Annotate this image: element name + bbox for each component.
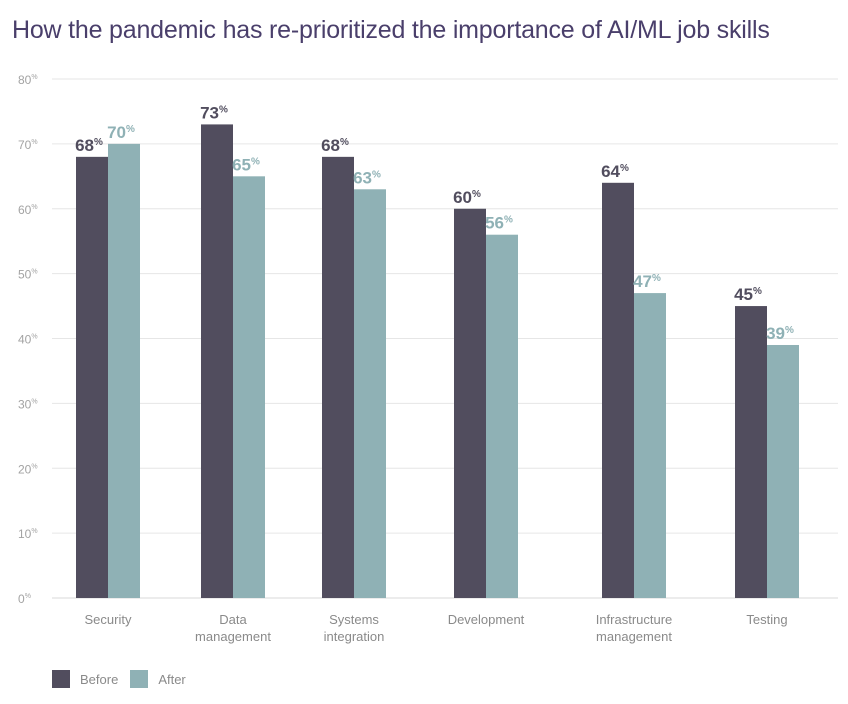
legend-label-after: After: [158, 671, 186, 687]
value-label-unit: %: [504, 215, 513, 226]
category-label: Testing: [746, 612, 787, 627]
bar-after: [634, 293, 666, 598]
bar-before: [602, 182, 634, 599]
y-tick-unit: %: [31, 463, 37, 470]
chart-title: How the pandemic has re-prioritized the …: [12, 16, 770, 44]
value-label-after: 65%: [232, 155, 260, 174]
category-label: integration: [324, 629, 385, 644]
bar-after: [486, 234, 518, 598]
y-tick-label: 20%: [18, 462, 38, 476]
y-tick-label: 50%: [18, 268, 38, 282]
value-label-after: 47%: [633, 272, 661, 291]
y-tick-unit: %: [31, 269, 37, 276]
y-tick-unit: %: [31, 398, 37, 405]
category-label: Development: [448, 612, 525, 627]
value-label-after: 56%: [485, 214, 513, 233]
value-label-unit: %: [340, 137, 349, 148]
legend-item-before: Before: [52, 670, 118, 688]
value-label-unit: %: [472, 189, 481, 200]
category-label: management: [596, 629, 672, 644]
y-tick-label: 10%: [18, 527, 38, 541]
value-label-before: 64%: [601, 162, 629, 181]
bar-after: [354, 189, 386, 598]
legend-swatch-after: [130, 670, 149, 688]
y-tick-label: 60%: [18, 203, 38, 217]
category-label: management: [195, 629, 271, 644]
value-label-unit: %: [251, 156, 260, 167]
y-tick-label: 0%: [18, 592, 31, 606]
value-label-after: 70%: [107, 123, 135, 142]
category-label: Security: [85, 612, 132, 627]
value-label-before: 60%: [453, 188, 481, 207]
category-label: Infrastructure: [596, 612, 673, 627]
y-tick-unit: %: [31, 204, 37, 211]
value-label-after: 39%: [766, 324, 794, 343]
bar-after: [767, 344, 799, 598]
bar-before: [454, 208, 486, 598]
legend-swatch-before: [52, 670, 70, 688]
value-label-unit: %: [753, 286, 762, 297]
value-label-before: 73%: [200, 103, 228, 122]
bar-before: [735, 306, 767, 598]
value-label-unit: %: [219, 104, 228, 115]
value-label-unit: %: [372, 169, 381, 180]
value-label-before: 45%: [734, 285, 762, 304]
bar-after: [108, 143, 140, 598]
bar-after: [233, 176, 265, 598]
value-label-unit: %: [652, 273, 661, 284]
value-label-unit: %: [785, 325, 794, 336]
y-tick-unit: %: [31, 528, 37, 535]
y-tick-unit: %: [31, 334, 37, 341]
y-tick-label: 30%: [18, 397, 38, 411]
bar-before: [322, 156, 354, 598]
y-tick-unit: %: [25, 593, 31, 600]
y-tick-label: 70%: [18, 138, 38, 152]
y-tick-unit: %: [31, 139, 37, 146]
bar-before: [201, 124, 233, 598]
value-label-after: 63%: [353, 168, 381, 187]
category-label: Data: [219, 612, 247, 627]
bar-before: [76, 156, 108, 598]
value-label-unit: %: [94, 137, 103, 148]
legend-item-after: After: [130, 670, 186, 688]
y-tick-label: 40%: [18, 333, 38, 347]
legend: Before After: [52, 670, 198, 688]
value-label-unit: %: [126, 124, 135, 135]
y-tick-unit: %: [31, 74, 37, 81]
category-label: Systems: [329, 612, 379, 627]
value-label-before: 68%: [75, 136, 103, 155]
value-label-unit: %: [620, 163, 629, 174]
value-label-before: 68%: [321, 136, 349, 155]
legend-label-before: Before: [80, 671, 119, 687]
y-tick-label: 80%: [18, 73, 38, 87]
